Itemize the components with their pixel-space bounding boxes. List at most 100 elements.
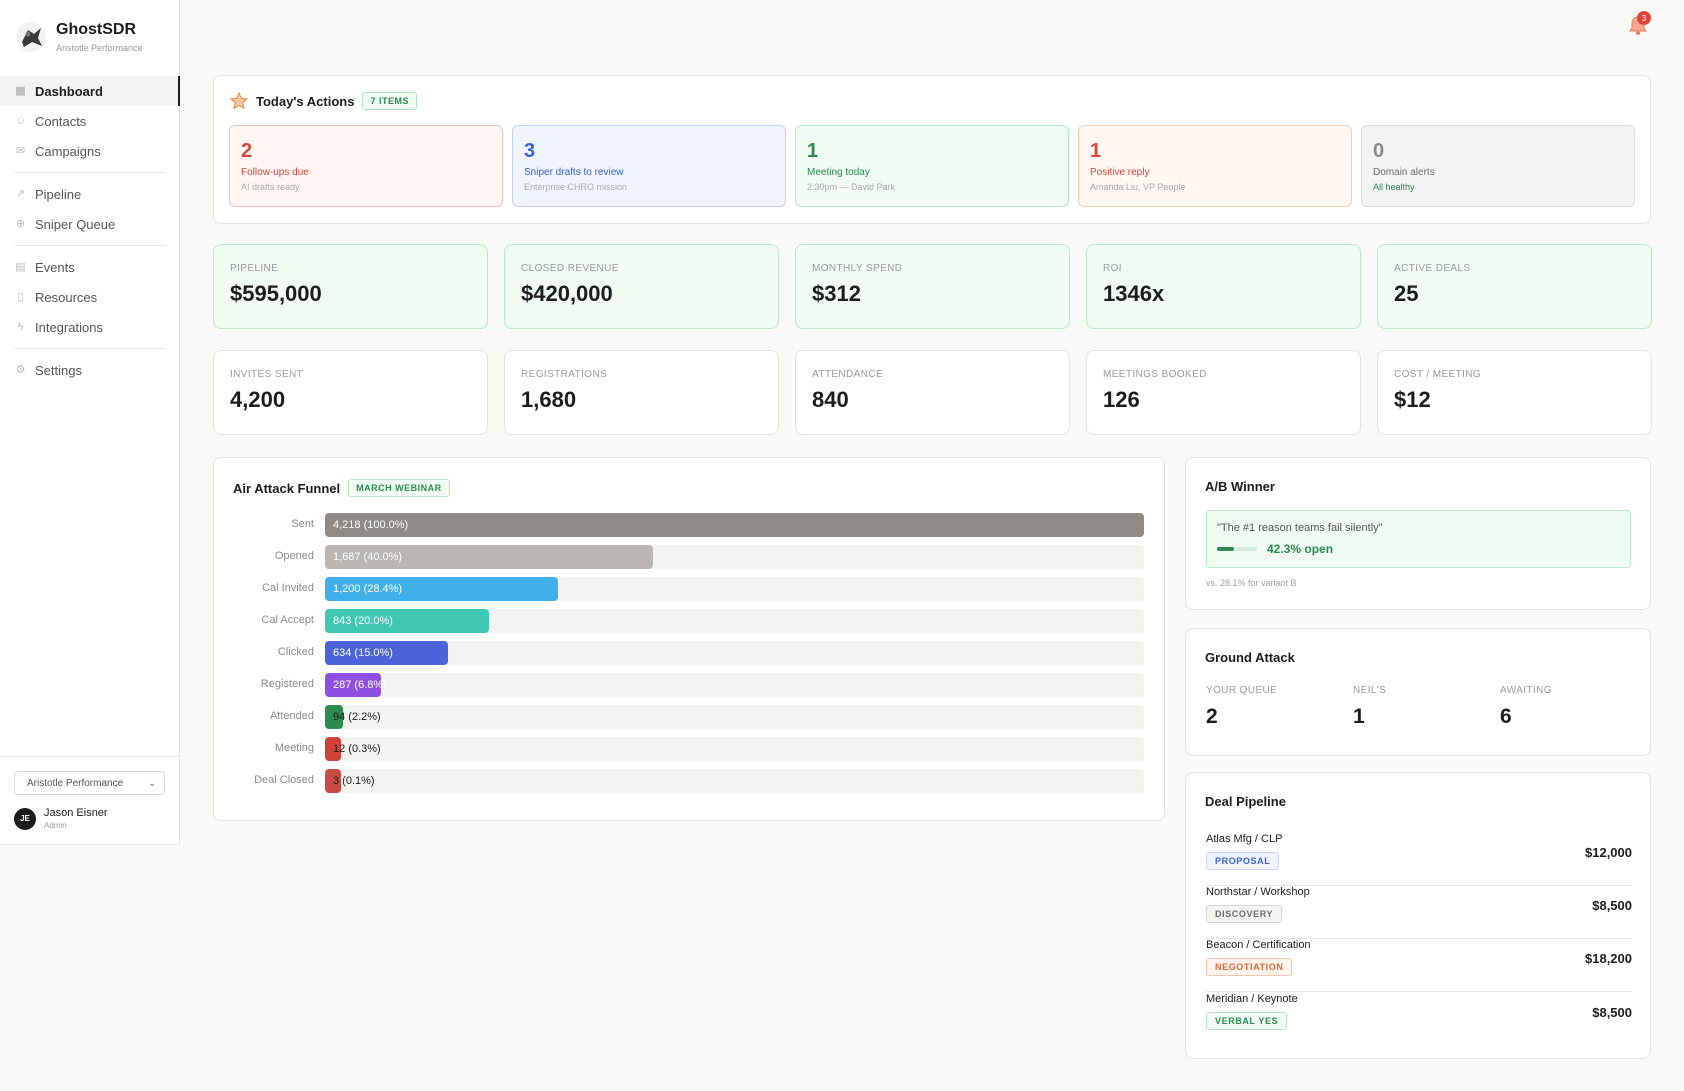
- kpi-value: 25: [1394, 281, 1419, 306]
- action-sub: AI drafts ready: [241, 182, 300, 192]
- funnel-track: 287 (6.8%): [325, 673, 1144, 697]
- funnel-bar: [325, 545, 653, 569]
- funnel-stage-label: Registered: [260, 678, 314, 690]
- nav-label: Contacts: [35, 113, 87, 129]
- user-profile[interactable]: JE Jason Eisner Admin: [14, 807, 166, 830]
- deal-name: Atlas Mfg / CLP: [1206, 833, 1283, 845]
- chevron-down-icon: ⌄: [148, 777, 156, 788]
- stat-value: 1,680: [521, 387, 577, 412]
- nav-item-resources[interactable]: ▯ Resources: [0, 282, 180, 312]
- funnel-value-label: 287 (6.8%): [333, 679, 387, 691]
- stat-label: INVITES SENT: [230, 369, 304, 380]
- funnel-bar: [325, 641, 448, 665]
- funnel-stage-label: Deal Closed: [254, 774, 314, 786]
- deal-stage-badge: VERBAL YES: [1206, 1012, 1288, 1030]
- funnel-stage-label: Opened: [274, 550, 314, 562]
- action-positive-reply[interactable]: 1 Positive reply Amanda Liu, VP People: [1078, 125, 1352, 207]
- nav-item-campaigns[interactable]: ✉ Campaigns: [0, 136, 180, 166]
- funnel-value-label: 1,687 (40.0%): [333, 551, 403, 563]
- items-count-badge: 7 ITEMS: [362, 92, 417, 110]
- kpi-roi: ROI 1346x: [1086, 244, 1361, 329]
- deal-row[interactable]: Atlas Mfg / CLP PROPOSAL $12,000: [1206, 833, 1632, 886]
- ground-value: 2: [1206, 705, 1218, 728]
- funnel-bar: [325, 673, 381, 697]
- funnel-stage-label: Cal Invited: [262, 582, 314, 594]
- ground-col-your-queue: YOUR QUEUE 2: [1206, 685, 1277, 729]
- stat-label: COST / MEETING: [1394, 369, 1482, 380]
- deal-row[interactable]: Beacon / Certification NEGOTIATION $18,2…: [1206, 939, 1632, 992]
- action-meeting[interactable]: 1 Meeting today 2:30pm — David Park: [795, 125, 1069, 207]
- funnel-bar: [325, 513, 1144, 537]
- action-count: 3: [524, 140, 536, 162]
- open-rate-fill: [1217, 547, 1234, 551]
- funnel-stage-label: Clicked: [277, 646, 314, 658]
- deal-stage-badge: DISCOVERY: [1206, 905, 1283, 923]
- card-title: Ground Attack: [1205, 650, 1295, 665]
- nav-item-sniper-queue[interactable]: ⊕ Sniper Queue: [0, 209, 180, 239]
- funnel-row: Sent 4,218 (100.0%): [214, 513, 1166, 537]
- action-label: Positive reply: [1090, 167, 1150, 178]
- funnel-bar: [325, 705, 344, 729]
- campaign-badge: MARCH WEBINAR: [348, 479, 450, 497]
- ground-value: 1: [1353, 705, 1365, 728]
- variant-subject: "The #1 reason teams fail silently": [1217, 522, 1383, 534]
- stat-registrations: REGISTRATIONS 1,680: [504, 350, 779, 435]
- kpi-value: $420,000: [521, 281, 613, 306]
- target-icon: ⊕: [15, 217, 26, 230]
- brand[interactable]: GhostSDR Aristotle Performance: [14, 20, 143, 54]
- stat-attendance: ATTENDANCE 840: [795, 350, 1070, 435]
- funnel-row: Attended 94 (2.2%): [214, 705, 1166, 729]
- todays-actions-card: Today's Actions 7 ITEMS 2 Follow-ups due…: [213, 75, 1651, 224]
- card-title: Air Attack Funnel: [233, 480, 341, 496]
- main-nav: ▦ Dashboard ☺ Contacts ✉ Campaigns ↗ Pip…: [0, 76, 180, 385]
- funnel-stage-label: Cal Accept: [261, 614, 314, 626]
- card-title: Deal Pipeline: [1205, 794, 1286, 809]
- open-rate-bar: [1217, 547, 1257, 551]
- funnel-bar: [325, 737, 341, 761]
- ground-label: YOUR QUEUE: [1206, 685, 1278, 696]
- nav-item-settings[interactable]: ⚙ Settings: [0, 355, 180, 385]
- funnel-bar: [325, 577, 558, 601]
- funnel-track: 843 (20.0%): [325, 609, 1144, 633]
- action-sub: Amanda Liu, VP People: [1090, 182, 1186, 192]
- funnel-stage-label: Attended: [269, 710, 314, 722]
- deal-row[interactable]: Northstar / Workshop DISCOVERY $8,500: [1206, 886, 1632, 939]
- action-sub: All healthy: [1373, 182, 1415, 192]
- contacts-icon: ☺: [14, 114, 27, 127]
- deal-stage-badge: NEGOTIATION: [1206, 958, 1293, 976]
- stat-value: 4,200: [230, 387, 286, 412]
- ground-label: NEIL'S: [1353, 685, 1387, 696]
- nav-item-events[interactable]: ▤ Events: [0, 252, 180, 282]
- org-select[interactable]: Aristotle Performance ⌄: [14, 771, 165, 795]
- nav-item-pipeline[interactable]: ↗ Pipeline: [0, 179, 180, 209]
- deal-row[interactable]: Meridian / Keynote VERBAL YES $8,500: [1206, 993, 1632, 1046]
- funnel-row: Opened 1,687 (40.0%): [214, 545, 1166, 569]
- nav-item-contacts[interactable]: ☺ Contacts: [0, 106, 180, 136]
- stat-cost-per-meeting: COST / MEETING $12: [1377, 350, 1652, 435]
- ground-col-awaiting: AWAITING 6: [1500, 685, 1552, 729]
- avatar: JE: [14, 807, 36, 830]
- gear-icon: ⚙: [15, 363, 26, 376]
- action-label: Sniper drafts to review: [524, 167, 624, 178]
- nav-label: Resources: [35, 289, 98, 305]
- funnel-row: Clicked 634 (15.0%): [214, 641, 1166, 665]
- ground-label: AWAITING: [1500, 685, 1552, 696]
- plug-icon: ϟ: [17, 320, 24, 333]
- stat-value: 840: [812, 387, 849, 412]
- funnel-track: 4,218 (100.0%): [325, 513, 1144, 537]
- action-followups[interactable]: 2 Follow-ups due AI drafts ready: [229, 125, 503, 207]
- action-sniper-drafts[interactable]: 3 Sniper drafts to review Enterprise CHR…: [512, 125, 786, 207]
- action-label: Follow-ups due: [241, 167, 309, 178]
- nav-item-integrations[interactable]: ϟ Integrations: [0, 312, 180, 342]
- stat-label: ATTENDANCE: [812, 369, 884, 380]
- ground-col-neils: NEIL'S 1: [1353, 685, 1386, 729]
- funnel-track: 94 (2.2%): [325, 705, 1144, 729]
- nav-label: Dashboard: [35, 83, 103, 99]
- kpi-value: $312: [812, 281, 861, 306]
- ground-attack-card: Ground Attack YOUR QUEUE 2 NEIL'S 1 AWAI…: [1185, 628, 1651, 756]
- calendar-icon: ▤: [15, 260, 26, 273]
- funnel-value-label: 3 (0.1%): [333, 775, 375, 787]
- deal-stage-badge: PROPOSAL: [1206, 852, 1280, 870]
- nav-item-dashboard[interactable]: ▦ Dashboard: [0, 76, 180, 106]
- action-domain-alerts[interactable]: 0 Domain alerts All healthy: [1361, 125, 1635, 207]
